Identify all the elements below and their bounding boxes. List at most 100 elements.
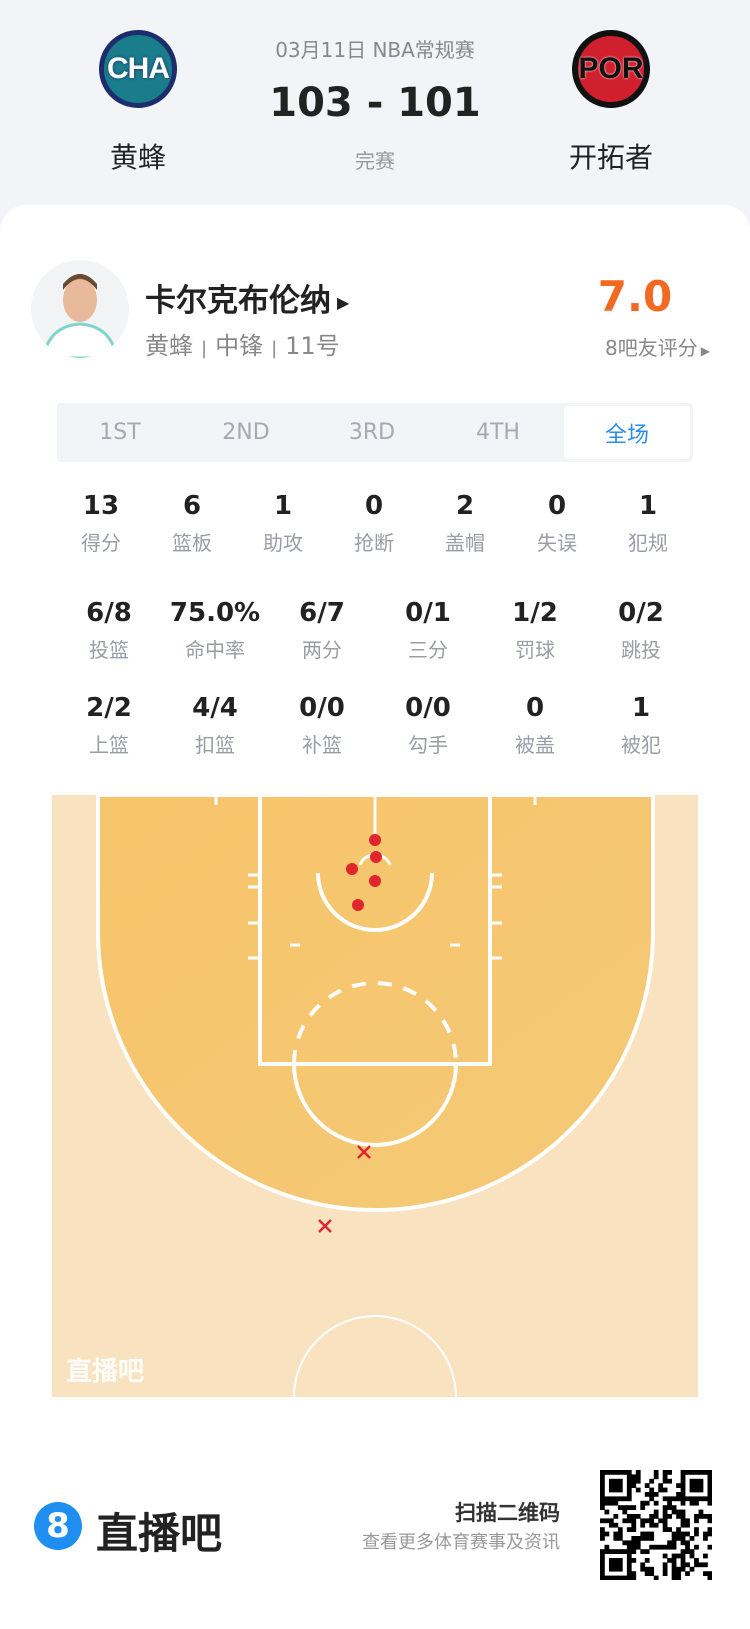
- player-photo-icon: [41, 274, 119, 358]
- stat-label: 篮板: [172, 531, 212, 555]
- stat-label: 投篮: [89, 638, 129, 662]
- stat-value: 0: [364, 491, 384, 521]
- stat-value: 6/8: [86, 598, 132, 628]
- game-date-type: 03月11日 NBA常规赛: [275, 38, 475, 62]
- stat-value: 13: [82, 491, 120, 521]
- made-shot-dot: [370, 851, 382, 863]
- made-shot-dot: [346, 863, 358, 875]
- stat-value: 0/2: [618, 598, 664, 628]
- brand-logo-icon: 8: [34, 1502, 82, 1550]
- stat-label: 罚球: [515, 638, 555, 662]
- tab-3rd[interactable]: 3RD: [348, 420, 396, 445]
- stat-item: 2/2 上篮: [54, 693, 164, 758]
- stat-label: 被犯: [621, 733, 661, 757]
- away-team-name[interactable]: 开拓者: [568, 141, 653, 174]
- tab-2nd[interactable]: 2ND: [222, 420, 270, 445]
- stat-label: 盖帽: [445, 531, 485, 555]
- three-point-area: [96, 793, 655, 1212]
- stat-label: 命中率: [185, 638, 245, 662]
- stat-item: 4/4 扣篮: [160, 693, 270, 758]
- court-svg: 直播吧: [66, 789, 655, 1398]
- stat-item: 6 篮板: [137, 491, 247, 556]
- brand-name: 直播吧: [96, 1509, 223, 1558]
- player-avatar[interactable]: [31, 260, 129, 358]
- stat-label: 扣篮: [195, 733, 235, 757]
- stat-item: 0/2 跳投: [586, 598, 696, 663]
- rating-label: 8吧友评分: [605, 336, 698, 360]
- period-tabs: 1ST 2ND 3RD 4TH 全场: [57, 403, 693, 462]
- away-team-logo[interactable]: POR: [572, 30, 650, 108]
- stat-label: 两分: [302, 638, 342, 662]
- stat-label: 跳投: [621, 638, 661, 662]
- stat-item: 1 助攻: [228, 491, 338, 556]
- lane-hash-marks: [248, 873, 502, 960]
- qr-code-icon: [600, 1470, 712, 1580]
- stat-item: 1/2 罚球: [480, 598, 590, 663]
- stat-value: 0/0: [299, 693, 345, 723]
- stat-label: 勾手: [408, 733, 448, 757]
- game-status: 完赛: [355, 149, 395, 173]
- caret-right-icon: ▶: [337, 293, 350, 312]
- stat-value: 4/4: [192, 693, 238, 723]
- player-number: 11号: [285, 332, 340, 360]
- tab-1st[interactable]: 1ST: [99, 420, 141, 445]
- stat-item: 75.0% 命中率: [160, 598, 270, 663]
- stat-item: 0 抢断: [319, 491, 429, 556]
- qr-subtitle: 查看更多体育赛事及资讯: [362, 1532, 560, 1553]
- stat-label: 上篮: [89, 733, 129, 757]
- stat-item: 0/0 勾手: [373, 693, 483, 758]
- stat-item: 6/7 两分: [267, 598, 377, 663]
- stat-label: 失误: [537, 531, 577, 555]
- stat-value: 6: [182, 491, 202, 521]
- stat-item: 6/8 投篮: [54, 598, 164, 663]
- stat-value: 1: [273, 491, 293, 521]
- caret-right-icon: ▶: [700, 344, 710, 358]
- divider: |: [271, 338, 278, 359]
- stat-value: 0/1: [405, 598, 451, 628]
- stat-item: 2 盖帽: [410, 491, 520, 556]
- home-team-name[interactable]: 黄蜂: [109, 141, 166, 174]
- stat-value: 0: [547, 491, 567, 521]
- stat-label: 得分: [81, 531, 121, 555]
- stat-value: 6/7: [299, 598, 345, 628]
- stat-label: 助攻: [263, 531, 303, 555]
- stat-value: 1: [638, 491, 658, 521]
- stat-value: 0/0: [405, 693, 451, 723]
- stat-item: 1 被犯: [586, 693, 696, 758]
- stat-value: 0: [525, 693, 545, 723]
- player-position: 中锋: [215, 332, 264, 360]
- stat-label: 三分: [408, 638, 448, 662]
- made-shot-dot: [369, 834, 381, 846]
- made-shot-dot: [369, 875, 381, 887]
- tab-4th[interactable]: 4TH: [476, 420, 520, 445]
- stat-value: 1: [631, 693, 651, 723]
- shot-chart: 直播吧: [52, 789, 698, 1398]
- stat-value: 75.0%: [169, 598, 261, 628]
- stat-label: 被盖: [515, 733, 555, 757]
- tab-full-game[interactable]: 全场: [564, 406, 690, 459]
- divider: |: [201, 338, 208, 359]
- player-name: 卡尔克布伦纳: [145, 283, 331, 319]
- player-rating: 7.0: [597, 272, 673, 321]
- free-throw-circle-top: [292, 981, 458, 1065]
- qr-title: 扫描二维码: [455, 1501, 560, 1525]
- stat-label: 补篮: [302, 733, 342, 757]
- player-team: 黄蜂: [145, 332, 193, 360]
- home-team-logo[interactable]: CHA: [99, 30, 177, 108]
- game-score: 103 - 101: [269, 80, 481, 126]
- stat-value: 1/2: [512, 598, 558, 628]
- stat-item: 0/1 三分: [373, 598, 483, 663]
- stat-value: 2/2: [86, 693, 132, 723]
- restricted-arc: [316, 872, 434, 932]
- stat-item: 13 得分: [46, 491, 156, 556]
- player-name-link[interactable]: 卡尔克布伦纳 ▶: [145, 275, 349, 320]
- stat-value: 2: [455, 491, 475, 521]
- made-shot-dot: [352, 899, 364, 911]
- center-circle: [293, 1315, 457, 1398]
- stat-label: 犯规: [628, 531, 668, 555]
- rating-link[interactable]: 8吧友评分 ▶: [605, 332, 710, 361]
- player-meta: 黄蜂 | 中锋 | 11号: [145, 326, 340, 361]
- stat-item: 1 犯规: [593, 491, 703, 556]
- free-throw-circle-bottom: [292, 1063, 458, 1147]
- stat-item: 0/0 补篮: [267, 693, 377, 758]
